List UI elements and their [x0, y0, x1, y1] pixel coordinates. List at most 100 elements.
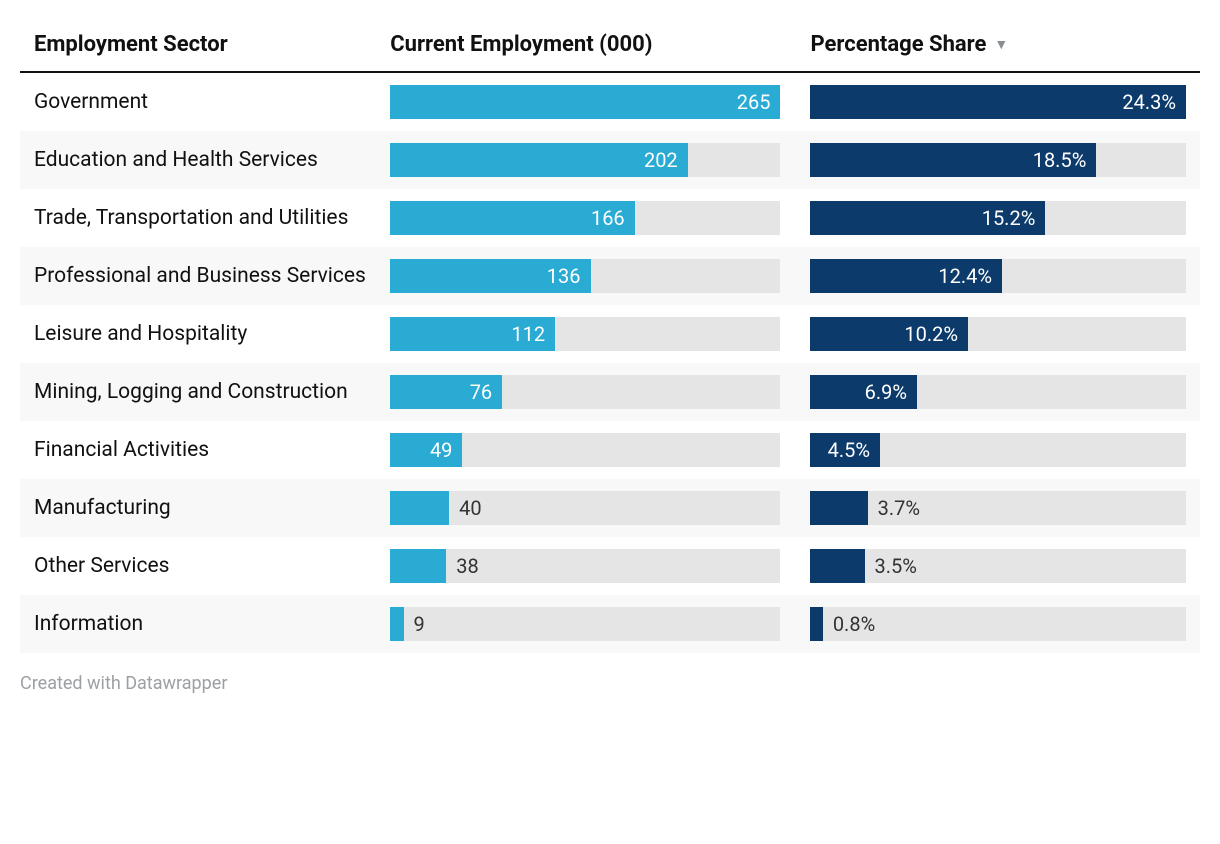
share-cell: 10.2%: [810, 317, 1186, 351]
bar-fill: 12.4%: [810, 259, 1002, 293]
bar-fill: 49: [390, 433, 462, 467]
bar-fill: 4.5%: [810, 433, 880, 467]
bar-track: 49: [390, 433, 780, 467]
sector-cell: Financial Activities: [34, 436, 390, 464]
bar-fill: 202: [390, 143, 687, 177]
header-sector[interactable]: Employment Sector: [34, 32, 390, 57]
bar-value: 15.2%: [982, 206, 1046, 230]
bar-track: 12.4%: [810, 259, 1186, 293]
bar-value: 6.9%: [865, 380, 917, 404]
table-row: Government 265 24.3%: [20, 73, 1200, 131]
header-employment-label: Current Employment (000): [390, 32, 652, 57]
employment-cell: 112: [390, 317, 810, 351]
bar-track: 40: [390, 491, 780, 525]
bar-track: 3.7%: [810, 491, 1186, 525]
bar-value: 24.3%: [1122, 90, 1186, 114]
share-cell: 12.4%: [810, 259, 1186, 293]
sector-cell: Manufacturing: [34, 494, 390, 522]
bar-value: 136: [547, 264, 591, 288]
header-employment[interactable]: Current Employment (000): [390, 32, 810, 57]
employment-cell: 136: [390, 259, 810, 293]
bar-fill: 24.3%: [810, 85, 1186, 119]
employment-table: Employment Sector Current Employment (00…: [20, 20, 1200, 653]
bar-track: 202: [390, 143, 780, 177]
employment-cell: 202: [390, 143, 810, 177]
bar-fill: 18.5%: [810, 143, 1096, 177]
bar-value: 166: [591, 206, 635, 230]
bar-value: 0.8%: [823, 612, 875, 636]
bar-fill: [390, 549, 446, 583]
bar-fill: [390, 607, 403, 641]
bar-track: 24.3%: [810, 85, 1186, 119]
employment-cell: 49: [390, 433, 810, 467]
sector-cell: Professional and Business Services: [34, 262, 390, 290]
bar-track: 0.8%: [810, 607, 1186, 641]
sector-cell: Leisure and Hospitality: [34, 320, 390, 348]
table-body: Government 265 24.3% Education and Health S…: [20, 73, 1200, 653]
share-cell: 15.2%: [810, 201, 1186, 235]
employment-cell: 265: [390, 85, 810, 119]
bar-value: 40: [449, 496, 481, 520]
header-share-label: Percentage Share: [810, 32, 986, 57]
table-row: Trade, Transportation and Utilities 166 15…: [20, 189, 1200, 247]
table-row: Information 9 0.8%: [20, 595, 1200, 653]
bar-fill: 112: [390, 317, 555, 351]
bar-fill: [390, 491, 449, 525]
bar-track: 38: [390, 549, 780, 583]
table-header-row: Employment Sector Current Employment (00…: [20, 20, 1200, 73]
bar-value: 12.4%: [938, 264, 1002, 288]
table-row: Education and Health Services 202 18.5%: [20, 131, 1200, 189]
bar-fill: 166: [390, 201, 634, 235]
bar-fill: 15.2%: [810, 201, 1045, 235]
bar-value: 265: [737, 90, 781, 114]
share-cell: 3.5%: [810, 549, 1186, 583]
bar-fill: [810, 549, 864, 583]
bar-fill: [810, 607, 822, 641]
bar-track: 76: [390, 375, 780, 409]
employment-cell: 76: [390, 375, 810, 409]
bar-value: 3.5%: [865, 554, 917, 578]
bar-value: 9: [404, 612, 425, 636]
share-cell: 4.5%: [810, 433, 1186, 467]
bar-value: 202: [644, 148, 688, 172]
bar-fill: 6.9%: [810, 375, 917, 409]
bar-fill: 265: [390, 85, 780, 119]
bar-track: 4.5%: [810, 433, 1186, 467]
bar-value: 76: [470, 380, 502, 404]
bar-track: 15.2%: [810, 201, 1186, 235]
table-row: Manufacturing 40 3.7%: [20, 479, 1200, 537]
share-cell: 6.9%: [810, 375, 1186, 409]
sector-cell: Information: [34, 610, 390, 638]
bar-track: 9: [390, 607, 780, 641]
sector-cell: Trade, Transportation and Utilities: [34, 204, 390, 232]
bar-value: 112: [511, 322, 555, 346]
header-sector-label: Employment Sector: [34, 32, 228, 57]
employment-cell: 166: [390, 201, 810, 235]
sector-cell: Government: [34, 88, 390, 116]
bar-track: 166: [390, 201, 780, 235]
bar-track: 136: [390, 259, 780, 293]
employment-cell: 38: [390, 549, 810, 583]
bar-fill: [810, 491, 867, 525]
bar-fill: 136: [390, 259, 590, 293]
header-share[interactable]: Percentage Share ▼: [810, 32, 1186, 57]
bar-track: 18.5%: [810, 143, 1186, 177]
share-cell: 0.8%: [810, 607, 1186, 641]
bar-value: 3.7%: [868, 496, 920, 520]
share-cell: 24.3%: [810, 85, 1186, 119]
sector-cell: Education and Health Services: [34, 146, 390, 174]
bar-fill: 76: [390, 375, 502, 409]
share-cell: 18.5%: [810, 143, 1186, 177]
bar-value: 38: [446, 554, 478, 578]
employment-cell: 9: [390, 607, 810, 641]
bar-track: 6.9%: [810, 375, 1186, 409]
bar-track: 3.5%: [810, 549, 1186, 583]
bar-value: 4.5%: [828, 438, 880, 462]
bar-value: 10.2%: [904, 322, 968, 346]
table-row: Professional and Business Services 136 12.…: [20, 247, 1200, 305]
sector-cell: Mining, Logging and Construction: [34, 378, 390, 406]
bar-track: 10.2%: [810, 317, 1186, 351]
employment-cell: 40: [390, 491, 810, 525]
table-row: Other Services383.5%: [20, 537, 1200, 595]
attribution-footer: Created with Datawrapper: [20, 673, 1200, 694]
